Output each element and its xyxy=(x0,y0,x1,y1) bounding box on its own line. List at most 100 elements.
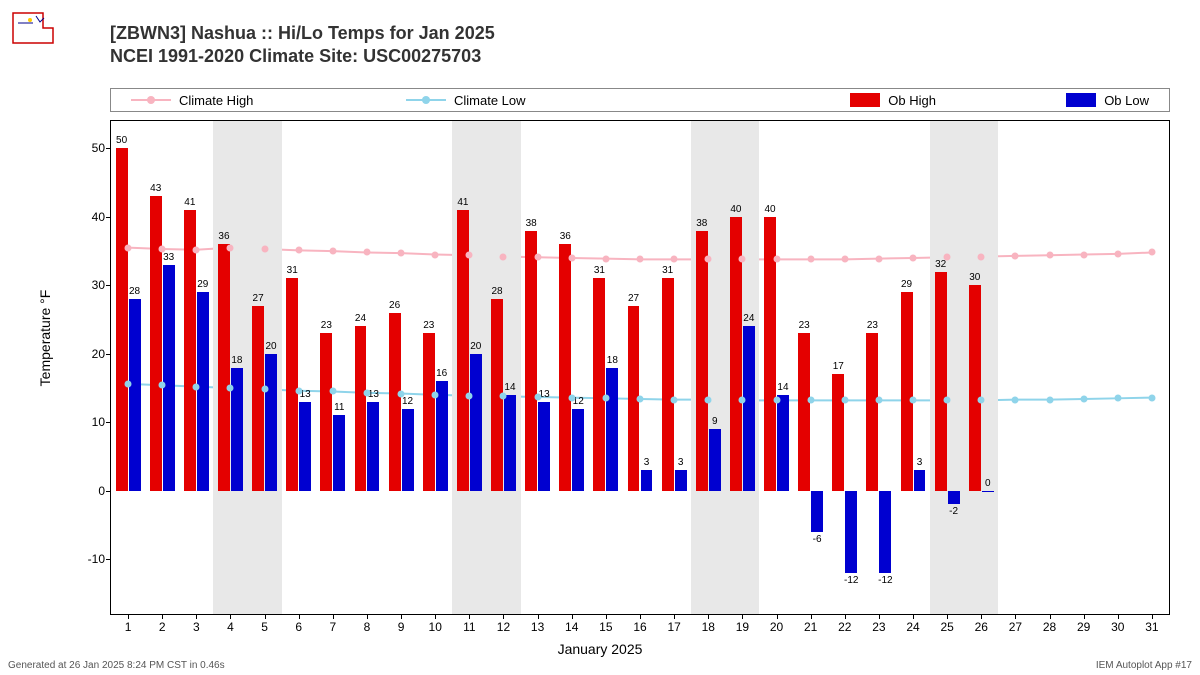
ob-low-bar xyxy=(367,402,379,491)
ob-high-bar-label: 38 xyxy=(526,218,537,229)
climate-high-marker xyxy=(739,256,746,263)
ob-low-bar xyxy=(163,265,175,491)
legend-climate-low: Climate Low xyxy=(406,93,661,108)
ob-low-bar-label: 3 xyxy=(644,457,650,468)
title-line-1: [ZBWN3] Nashua :: Hi/Lo Temps for Jan 20… xyxy=(110,22,495,45)
ob-high-bar xyxy=(559,244,571,491)
ob-high-bar-label: 31 xyxy=(594,265,605,276)
climate-high-marker xyxy=(1080,251,1087,258)
ob-high-bar xyxy=(593,278,605,490)
ob-high-bar-label: 29 xyxy=(901,279,912,290)
ob-low-bar xyxy=(641,470,653,491)
ob-high-bar-label: 27 xyxy=(628,293,639,304)
ob-low-bar xyxy=(265,354,277,491)
ob-low-bar xyxy=(402,409,414,491)
climate-low-marker xyxy=(1148,394,1155,401)
climate-high-marker xyxy=(910,254,917,261)
climate-low-marker xyxy=(466,392,473,399)
ob-low-bar xyxy=(436,381,448,491)
climate-low-marker xyxy=(500,393,507,400)
climate-low-marker xyxy=(739,397,746,404)
climate-high-marker xyxy=(261,246,268,253)
ob-high-bar-label: 36 xyxy=(218,231,229,242)
ob-low-bar xyxy=(197,292,209,491)
ob-high-bar xyxy=(355,326,367,490)
ob-high-bar xyxy=(150,196,162,490)
climate-high-marker xyxy=(534,254,541,261)
climate-low-marker xyxy=(534,393,541,400)
ob-high-bar xyxy=(423,333,435,490)
climate-high-marker xyxy=(193,246,200,253)
ob-high-bar-label: 36 xyxy=(560,231,571,242)
climate-high-marker xyxy=(398,250,405,257)
ob-low-bar-label: 20 xyxy=(470,341,481,352)
ob-high-bar xyxy=(832,374,844,490)
climate-low-marker xyxy=(193,383,200,390)
ob-high-bar-label: 43 xyxy=(150,183,161,194)
ob-high-bar xyxy=(969,285,981,490)
ob-high-bar-label: 26 xyxy=(389,300,400,311)
climate-high-marker xyxy=(329,248,336,255)
climate-high-marker xyxy=(227,244,234,251)
ob-high-bar-label: 23 xyxy=(867,320,878,331)
ob-low-bar-label: 14 xyxy=(777,382,788,393)
ob-low-bar xyxy=(129,299,141,491)
title-line-2: NCEI 1991-2020 Climate Site: USC00275703 xyxy=(110,45,495,68)
ob-low-bar-label: -2 xyxy=(949,506,958,517)
climate-high-marker xyxy=(602,255,609,262)
climate-high-marker xyxy=(363,249,370,256)
climate-high-marker xyxy=(875,255,882,262)
climate-low-marker xyxy=(159,382,166,389)
ob-low-bar-label: 24 xyxy=(743,313,754,324)
climate-low-marker xyxy=(329,388,336,395)
ob-high-bar xyxy=(286,278,298,490)
ob-low-bar xyxy=(606,368,618,491)
footer-app: IEM Autoplot App #17 xyxy=(1096,660,1192,671)
climate-high-marker xyxy=(773,256,780,263)
footer-generated: Generated at 26 Jan 2025 8:24 PM CST in … xyxy=(8,660,225,671)
legend-ob-low: Ob Low xyxy=(996,93,1149,108)
climate-high-marker xyxy=(159,246,166,253)
climate-high-marker xyxy=(807,256,814,263)
ob-low-bar xyxy=(879,491,891,573)
ob-low-bar xyxy=(811,491,823,532)
ob-low-bar-label: 18 xyxy=(607,355,618,366)
legend-ob-high: Ob High xyxy=(681,93,936,108)
ob-low-bar-label: 20 xyxy=(265,341,276,352)
climate-low-marker xyxy=(1114,395,1121,402)
climate-low-marker xyxy=(363,389,370,396)
ob-low-bar-label: -12 xyxy=(844,575,858,586)
ob-low-bar-label: 14 xyxy=(504,382,515,393)
ob-low-bar xyxy=(914,470,926,491)
ob-low-bar xyxy=(299,402,311,491)
ob-high-bar xyxy=(525,231,537,491)
ob-high-bar xyxy=(696,231,708,491)
ob-low-bar-label: 3 xyxy=(678,457,684,468)
climate-low-marker xyxy=(910,397,917,404)
ob-high-bar-label: 41 xyxy=(457,197,468,208)
ob-low-bar-label: 0 xyxy=(985,478,991,489)
climate-low-marker xyxy=(602,395,609,402)
iem-logo xyxy=(8,8,58,48)
chart-legend: Climate High Climate Low Ob High Ob Low xyxy=(110,88,1170,112)
ob-low-bar xyxy=(845,491,857,573)
climate-low-marker xyxy=(637,395,644,402)
ob-low-bar xyxy=(982,491,994,492)
ob-low-bar-label: -12 xyxy=(878,575,892,586)
ob-low-bar xyxy=(777,395,789,491)
ob-high-bar-label: 27 xyxy=(253,293,264,304)
ob-high-bar xyxy=(662,278,674,490)
climate-high-marker xyxy=(1114,250,1121,257)
climate-high-marker xyxy=(637,256,644,263)
climate-low-marker xyxy=(841,397,848,404)
ob-high-bar xyxy=(320,333,332,490)
ob-high-bar xyxy=(935,272,947,491)
climate-high-marker xyxy=(705,256,712,263)
climate-low-marker xyxy=(671,396,678,403)
ob-low-bar-label: 18 xyxy=(231,355,242,366)
ob-low-bar-label: 16 xyxy=(436,368,447,379)
ob-high-bar-label: 24 xyxy=(355,313,366,324)
ob-low-bar-label: 33 xyxy=(163,252,174,263)
climate-low-marker xyxy=(1012,396,1019,403)
legend-climate-high: Climate High xyxy=(131,93,386,108)
